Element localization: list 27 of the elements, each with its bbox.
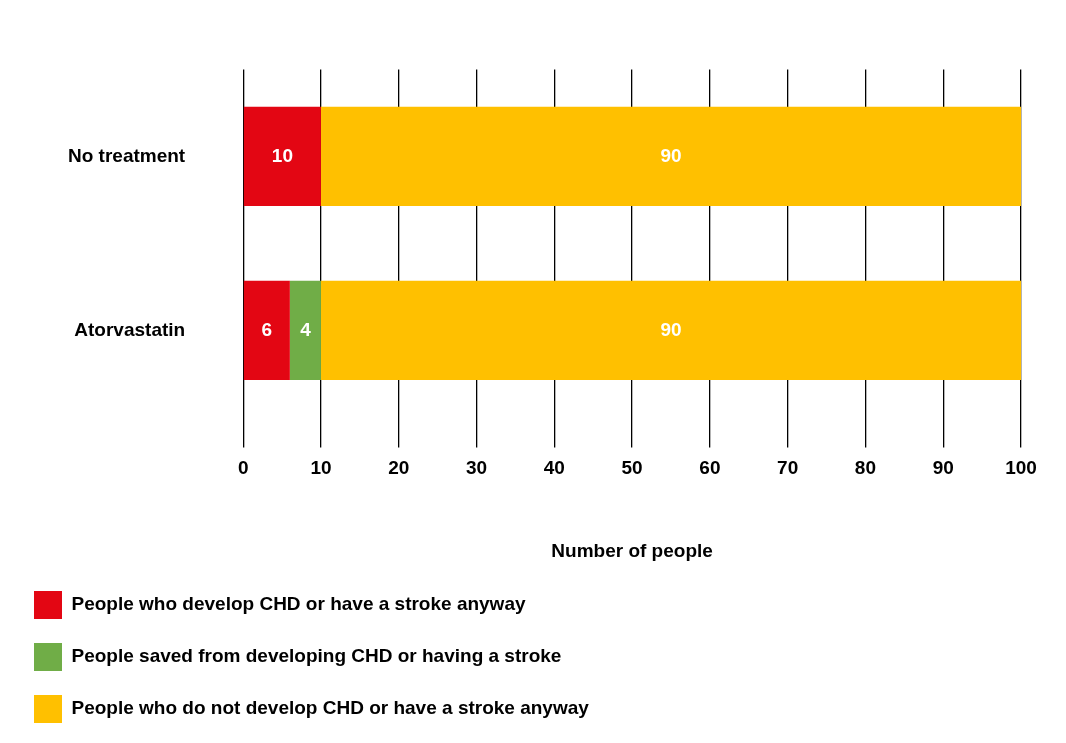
x-tick-label: 80 [854,457,877,479]
data-label: 90 [660,144,682,166]
x-axis-title: Number of people [551,539,713,561]
data-label: 10 [271,144,293,166]
x-tick-label: 20 [388,457,410,479]
legend-label: People who do not develop CHD or have a stroke anyway [71,697,590,719]
x-tick-label: 100 [1005,457,1037,479]
bar [289,280,321,380]
data-label: 90 [660,318,682,340]
y-tick-label: Atorvastatin [74,318,186,340]
data-label: 6 [261,318,273,340]
x-tick-label: 60 [699,457,721,479]
data-label: 4 [300,318,312,340]
legend-label: People saved from developing CHD or having a stroke [71,645,562,667]
bar [243,106,321,206]
bar [320,280,1021,380]
legend-label: People who develop CHD or have a stroke anyway [71,593,526,615]
x-tick-label: 50 [621,457,643,479]
x-tick-label: 70 [777,457,799,479]
x-tick-label: 30 [465,457,488,479]
bar [243,280,290,380]
x-tick-label: 40 [543,457,565,479]
x-tick-label: 90 [932,457,954,479]
x-tick-label: 0 [237,457,249,479]
x-tick-label: 10 [310,457,332,479]
y-tick-label: No treatment [67,144,186,166]
bar [320,106,1021,206]
